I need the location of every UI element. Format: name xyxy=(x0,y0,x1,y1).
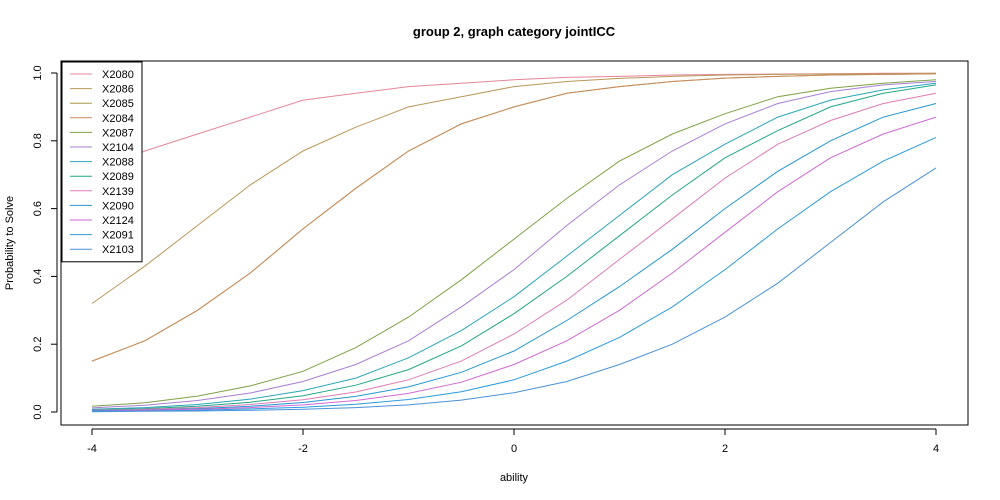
y-tick-label: 1.0 xyxy=(32,65,44,80)
axes: -4 -2 0 2 4 0.0 0.2 0.4 0.6 0.8 1.0 xyxy=(32,65,939,455)
legend-entry-label: X2084 xyxy=(102,113,134,125)
x-axis-label: ability xyxy=(500,472,529,484)
legend-entry-label: X2124 xyxy=(102,215,134,227)
series-line-x2087 xyxy=(91,79,937,407)
x-tick-label: -2 xyxy=(298,443,308,455)
y-tick-label: 0.6 xyxy=(32,201,44,216)
x-tick-label: 4 xyxy=(933,443,939,455)
chart-title: group 2, graph category jointICC xyxy=(413,24,616,39)
series-line-x2086 xyxy=(91,72,937,304)
plot-frame xyxy=(60,60,969,426)
y-tick-label: 0.8 xyxy=(32,133,44,148)
legend-entry-label: X2080 xyxy=(102,69,134,81)
series-line-x2139 xyxy=(91,92,937,411)
series-line-x2084 xyxy=(91,73,937,362)
legend-entry-label: X2088 xyxy=(102,157,134,169)
legend-entry-label: X2089 xyxy=(102,171,134,183)
series-line-x2089 xyxy=(91,84,937,411)
y-tick-label: 0.2 xyxy=(32,337,44,352)
x-tick-label: 0 xyxy=(511,443,517,455)
y-tick-label: 0.4 xyxy=(32,269,44,284)
series-line-x2104 xyxy=(91,81,937,409)
legend: X2080 X2086 X2085 X2084 X2087 X2104 X2088 X2089… xyxy=(61,61,143,263)
legend-entry-label: X2139 xyxy=(102,186,134,198)
x-tick-label: 2 xyxy=(722,443,728,455)
series-line-x2124 xyxy=(91,116,937,412)
legend-entry-label: X2086 xyxy=(102,84,134,96)
legend-entry-label: X2085 xyxy=(102,98,134,110)
series-line-x2091 xyxy=(91,136,937,412)
series-line-x2090 xyxy=(91,103,937,412)
legend-entry-label: X2090 xyxy=(102,200,134,212)
legend-entry-label: X2103 xyxy=(102,244,134,256)
legend-entry-label: X2104 xyxy=(102,142,134,154)
series-layer xyxy=(91,72,937,413)
x-tick-label: -4 xyxy=(87,443,97,455)
series-line-x2080 xyxy=(91,72,936,176)
y-tick-label: 0.0 xyxy=(32,404,44,419)
y-axis-label: Probability to Solve xyxy=(4,196,16,290)
legend-entry-label: X2087 xyxy=(102,127,134,139)
series-line-x2088 xyxy=(91,82,937,410)
legend-entry-label: X2091 xyxy=(102,230,134,242)
series-line-x2103 xyxy=(91,167,937,413)
